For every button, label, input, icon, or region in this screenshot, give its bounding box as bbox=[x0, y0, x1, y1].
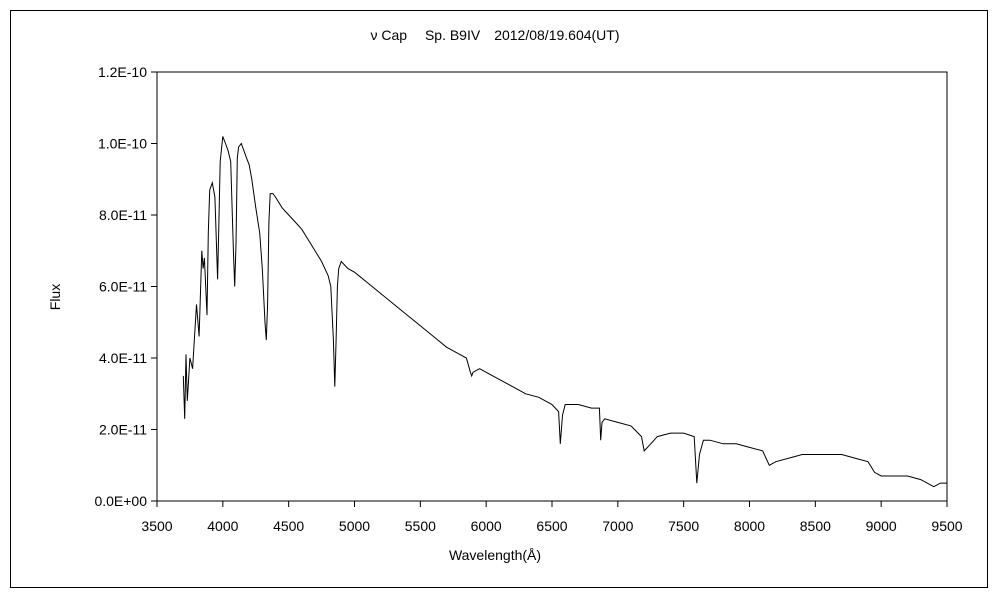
x-tick-label: 4500 bbox=[273, 518, 304, 534]
y-tick-label: 0.0E+00 bbox=[94, 493, 147, 509]
x-tick-label: 7500 bbox=[668, 518, 699, 534]
x-tick-label: 8000 bbox=[734, 518, 765, 534]
y-tick-label: 2.0E-11 bbox=[99, 422, 147, 438]
y-axis-label: Flux bbox=[47, 284, 63, 310]
x-tick-label: 3500 bbox=[141, 518, 172, 534]
x-tick-label: 5500 bbox=[405, 518, 436, 534]
y-tick-label: 4.0E-11 bbox=[99, 350, 147, 366]
x-tick-label: 8500 bbox=[800, 518, 831, 534]
chart-title: ν Cap Sp. B9IV 2012/08/19.604(UT) bbox=[370, 27, 619, 43]
x-axis-ticks: 3500 4000 4500 5000 5500 6000 6500 7000 7500 8000… bbox=[141, 501, 963, 534]
y-tick-label: 8.0E-11 bbox=[99, 207, 147, 223]
y-tick-label: 1.0E-10 bbox=[98, 136, 147, 152]
x-axis-label: Wavelength(Å) bbox=[449, 547, 541, 563]
x-tick-label: 6500 bbox=[536, 518, 567, 534]
x-tick-label: 5000 bbox=[339, 518, 370, 534]
x-tick-label: 7000 bbox=[602, 518, 633, 534]
spectrum-line bbox=[182, 136, 947, 488]
plot-area bbox=[156, 71, 948, 502]
x-tick-label: 9000 bbox=[866, 518, 897, 534]
y-tick-label: 6.0E-11 bbox=[99, 279, 147, 295]
y-tick-label: 1.2E-10 bbox=[98, 64, 147, 80]
x-tick-label: 9500 bbox=[931, 518, 962, 534]
y-axis-ticks: 0.0E+00 2.0E-11 4.0E-11 6.0E-11 8.0E-11 1.0E-… bbox=[94, 64, 157, 509]
x-tick-label: 4000 bbox=[207, 518, 238, 534]
chart-frame bbox=[10, 10, 988, 588]
x-tick-label: 6000 bbox=[471, 518, 502, 534]
